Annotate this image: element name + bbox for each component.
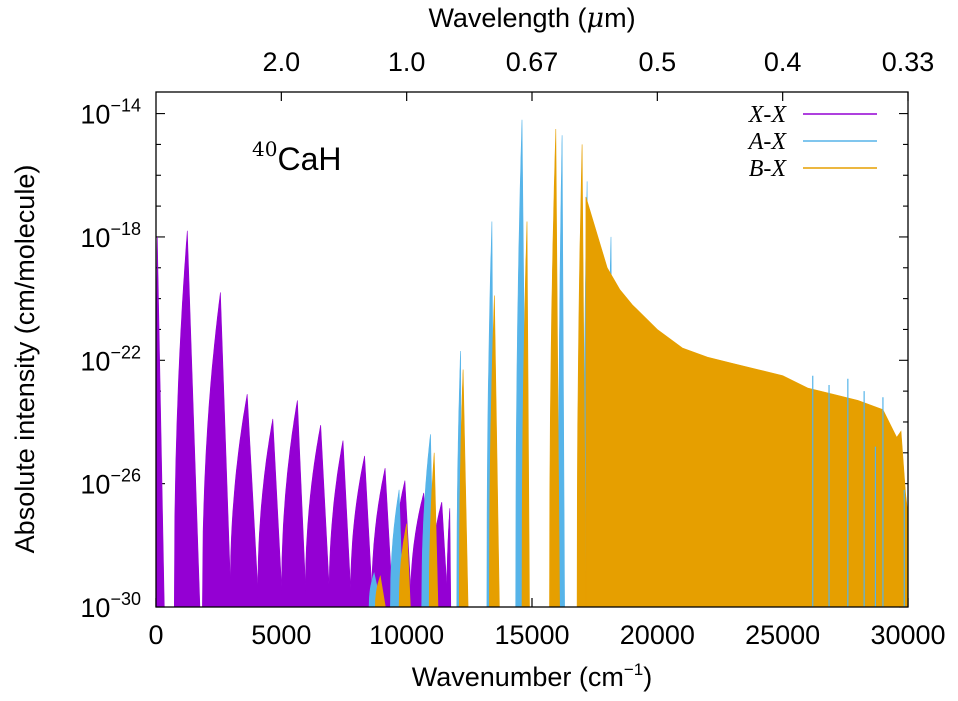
- x2-tick-label-3: 0.5: [639, 47, 677, 77]
- series-b-x-envelope: [585, 196, 909, 608]
- x2-axis-title: Wavelength (μm): [428, 3, 635, 34]
- y-tick-exponent: −26: [110, 466, 141, 486]
- y-tick-base: 10: [80, 346, 110, 376]
- y-tick-base: 10: [80, 100, 110, 130]
- legend-label-b-x: B-X: [749, 156, 788, 182]
- x-tick-label-4: 20000: [620, 620, 695, 650]
- series-x-x-band-7: [328, 440, 352, 608]
- series-layer: [155, 119, 909, 608]
- x2-axis-title-mu: μ: [587, 3, 605, 34]
- y-tick-exponent: −14: [110, 96, 141, 116]
- annotation-isotope: 40: [252, 137, 277, 161]
- x-tick-label-1: 5000: [251, 620, 311, 650]
- x-axis-title: Wavenumber (cm−1): [412, 660, 652, 692]
- x-axis-title-sup: −1: [624, 660, 643, 679]
- molecule-annotation: 40CaH: [252, 137, 341, 177]
- legend-label-a-x: A-X: [747, 129, 788, 155]
- series-b-x-band-6: [549, 128, 560, 608]
- y-tick-base: 10: [80, 223, 110, 253]
- series-b-x-band-3: [458, 369, 469, 608]
- series-x-x-band-5: [280, 400, 307, 608]
- y-tick-label-3: 10−18: [80, 219, 141, 253]
- series-x-x-band-0: [155, 236, 165, 608]
- y-tick-label-1: 10−26: [80, 466, 141, 500]
- x2-tick-label-4: 0.4: [764, 47, 802, 77]
- legend: X-XA-XB-X: [747, 102, 877, 182]
- series-x-x-band-1: [173, 230, 201, 608]
- series-x-x-band-13: [446, 508, 452, 608]
- x2-axis-title-unit: m): [604, 3, 635, 33]
- series-a-x-band-6: [557, 135, 565, 608]
- y-tick-exponent: −18: [110, 219, 141, 239]
- x2-tick-label-0: 2.0: [263, 47, 301, 77]
- series-x-x-band-4: [257, 418, 283, 608]
- x2-axis-title-text: Wavelength (: [428, 3, 586, 33]
- y-tick-base: 10: [80, 593, 110, 623]
- x-tick-label-6: 30000: [870, 620, 945, 650]
- x-axis-title-close: ): [643, 662, 652, 692]
- series-x-x-band-2: [202, 292, 232, 608]
- plot-frame: [155, 91, 909, 608]
- x-tick-label-3: 15000: [494, 620, 569, 650]
- series-b-x-band-1: [398, 523, 411, 608]
- series-b-x-band-0: [374, 575, 386, 608]
- series-b-x-band-2: [428, 452, 439, 608]
- x-tick-label-2: 10000: [369, 620, 444, 650]
- x-tick-label-5: 25000: [745, 620, 820, 650]
- series-x-x-band-8: [349, 455, 374, 608]
- ticks-layer: 0 5000 10000 15000 20000 25000 30000 2.0 1.0 0.67…: [80, 47, 945, 650]
- legend-label-x-x: X-X: [748, 102, 788, 128]
- x-axis-title-text: Wavenumber (cm: [412, 662, 624, 692]
- series-x-x-band-9: [371, 468, 394, 608]
- y-tick-label-2: 10−22: [80, 342, 141, 376]
- y-tick-exponent: −22: [110, 342, 141, 362]
- x2-tick-label-5: 0.33: [882, 47, 935, 77]
- x2-tick-label-2: 0.67: [506, 47, 559, 77]
- x2-tick-label-1: 1.0: [388, 47, 426, 77]
- y-tick-base: 10: [80, 470, 110, 500]
- y-tick-label-0: 10−30: [80, 589, 141, 623]
- y-axis-title: Absolute intensity (cm/molecule): [10, 165, 40, 554]
- y-tick-label-4: 10−14: [80, 96, 141, 130]
- y-tick-exponent: −30: [110, 589, 141, 609]
- x-tick-label-0: 0: [148, 620, 163, 650]
- annotation-species: CaH: [277, 141, 341, 177]
- series-x-x-band-6: [304, 425, 331, 608]
- series-b-x-band-7: [576, 144, 587, 608]
- series-b-x-band-4: [489, 295, 500, 608]
- series-x-x-band-3: [229, 394, 260, 608]
- series-b-x-band-5: [521, 221, 530, 608]
